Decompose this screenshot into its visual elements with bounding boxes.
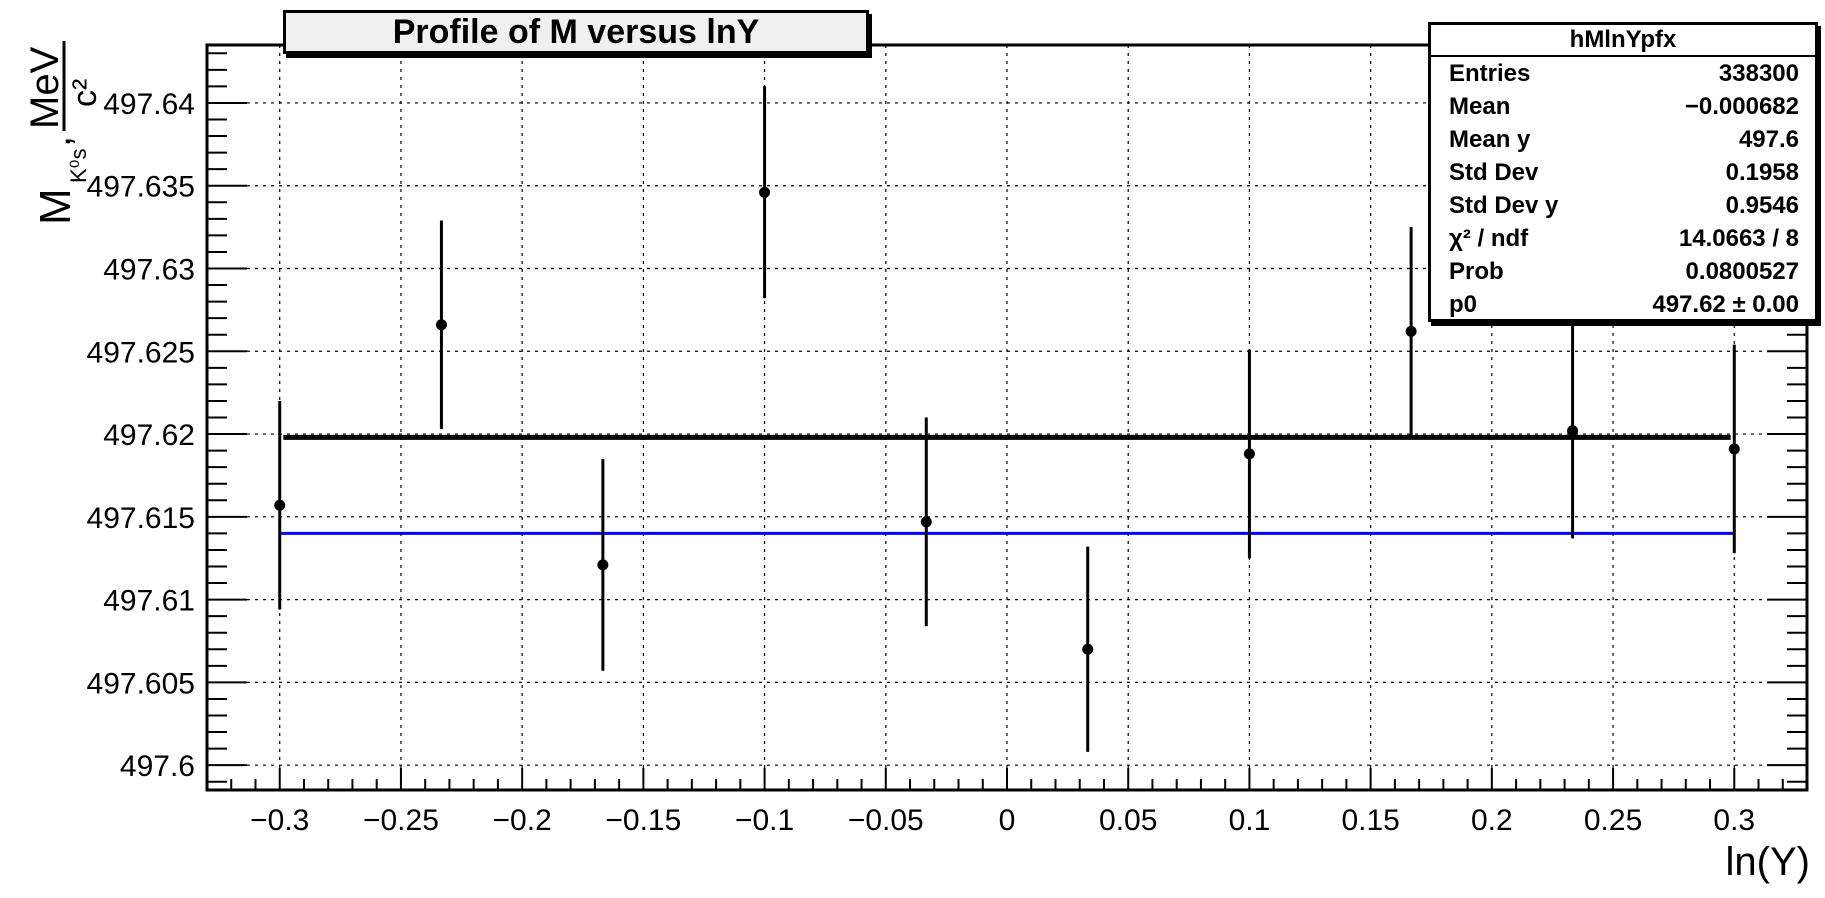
point-marker <box>597 559 609 571</box>
y-axis-unit-numerator: MeV <box>23 46 67 129</box>
stats-box-title: hMlnYpfx <box>1431 25 1815 57</box>
y-tick-labels: 497.6 497.605 497.61 497.615 497.62 497.625 49… <box>87 88 195 783</box>
stats-row: Mean y 497.6 <box>1431 123 1815 156</box>
stats-value: 0.9546 <box>1725 192 1799 219</box>
y-tick-label: 497.62 <box>103 419 195 452</box>
x-tick-label: 0.3 <box>1713 804 1755 837</box>
stats-row: χ² / ndf 14.0663 / 8 <box>1431 222 1815 255</box>
stats-row: Std Dev 0.1958 <box>1431 156 1815 189</box>
point-marker <box>274 499 286 511</box>
point-marker <box>1082 643 1094 655</box>
x-tick-label: −0.1 <box>735 804 794 837</box>
y-tick-label: 497.625 <box>87 336 195 369</box>
stats-label: Mean <box>1449 93 1511 120</box>
y-tick-label: 497.6 <box>120 750 195 783</box>
chart-title: Profile of M versus lnY <box>392 12 760 51</box>
x-tick-label: −0.15 <box>605 804 681 837</box>
data-point <box>1243 349 1255 559</box>
x-tick-label: −0.25 <box>363 804 439 837</box>
point-marker <box>1728 443 1740 455</box>
y-tick-label: 497.605 <box>87 667 195 700</box>
data-point <box>1567 323 1579 539</box>
data-point <box>1082 546 1094 752</box>
stats-row: Std Dev y 0.9546 <box>1431 189 1815 222</box>
stats-value: 14.0663 / 8 <box>1678 225 1799 252</box>
y-axis-separator: , <box>35 136 79 147</box>
stats-value: 0.0800527 <box>1685 258 1799 285</box>
x-tick-labels: −0.3 −0.25 −0.2 −0.15 −0.1 −0.05 0 0.05 0.1 0.15 0… <box>250 804 1755 837</box>
data-point <box>597 458 609 671</box>
stats-label: Prob <box>1449 258 1504 285</box>
stats-row: p0 497.62 ± 0.00 <box>1431 288 1815 321</box>
stats-row: Prob 0.0800527 <box>1431 255 1815 288</box>
x-tick-label: 0.1 <box>1229 804 1271 837</box>
stats-label: Std Dev y <box>1449 192 1559 219</box>
data-point <box>274 400 286 610</box>
stats-label: χ² / ndf <box>1449 225 1529 252</box>
data-point <box>759 86 771 299</box>
point-marker <box>1567 425 1579 437</box>
point-marker <box>1405 325 1417 337</box>
y-axis-subscript: K⁰s <box>66 149 91 184</box>
stats-label: Mean y <box>1449 126 1531 153</box>
x-tick-label: 0.25 <box>1584 804 1642 837</box>
data-point <box>1405 227 1417 436</box>
data-points <box>274 86 1740 752</box>
data-point <box>920 417 932 627</box>
stats-value: −0.000682 <box>1684 93 1799 120</box>
grid-lines <box>207 45 1807 790</box>
x-axis-title: ln(Y) <box>1726 840 1810 884</box>
x-tick-label: −0.2 <box>493 804 552 837</box>
stats-value: 0.1958 <box>1725 159 1799 186</box>
stats-value: 338300 <box>1718 60 1799 87</box>
point-marker <box>435 319 447 331</box>
x-tick-label: 0.15 <box>1341 804 1399 837</box>
point-marker <box>920 516 932 528</box>
y-axis-title: M K⁰s , MeV c² <box>23 41 104 225</box>
stats-label: Entries <box>1449 60 1531 87</box>
data-point <box>1728 344 1740 554</box>
stats-label: p0 <box>1449 291 1478 318</box>
stats-label: Std Dev <box>1449 159 1539 186</box>
stats-box: hMlnYpfx Entries 338300 Mean −0.000682 Mea… <box>1428 22 1818 322</box>
x-tick-label: −0.05 <box>848 804 924 837</box>
stats-value: 497.6 <box>1738 126 1799 153</box>
data-point <box>435 220 447 430</box>
x-tick-label: 0.05 <box>1099 804 1157 837</box>
stats-row: Entries 338300 <box>1431 57 1815 90</box>
x-tick-label: 0 <box>999 804 1016 837</box>
y-tick-label: 497.64 <box>103 88 195 121</box>
chart-title-box: Profile of M versus lnY <box>283 10 869 54</box>
y-tick-label: 497.635 <box>87 171 195 204</box>
x-tick-label: −0.3 <box>250 804 309 837</box>
y-axis-main: M <box>31 188 80 225</box>
y-axis-unit-denominator: c² <box>66 79 104 107</box>
point-marker <box>759 186 771 198</box>
point-marker <box>1243 448 1255 460</box>
y-tick-label: 497.61 <box>103 585 195 618</box>
stats-row: Mean −0.000682 <box>1431 90 1815 123</box>
x-tick-label: 0.2 <box>1471 804 1513 837</box>
y-tick-label: 497.615 <box>87 502 195 535</box>
y-tick-label: 497.63 <box>103 254 195 287</box>
stats-value: 497.62 ± 0.00 <box>1652 291 1799 318</box>
